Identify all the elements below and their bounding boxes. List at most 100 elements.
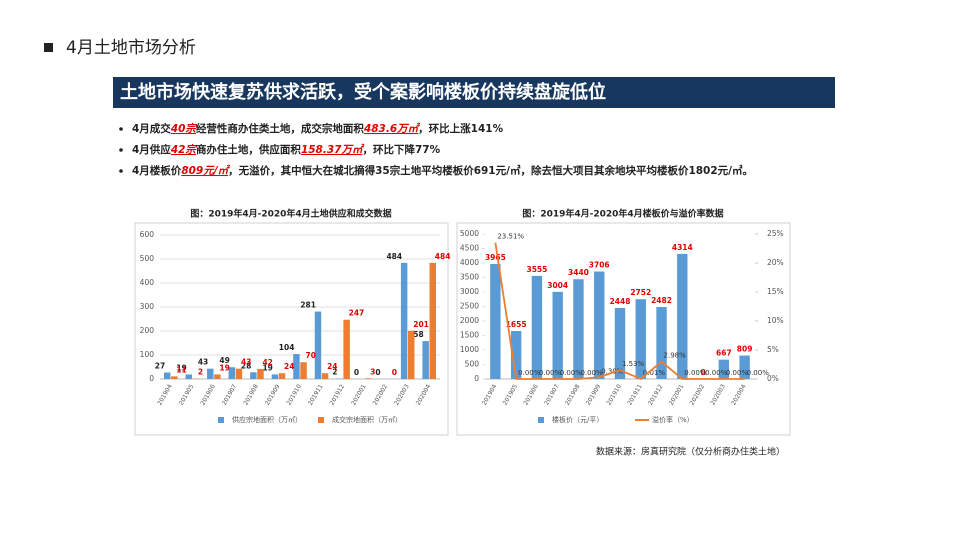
data-label: 2482 [651, 296, 672, 305]
x-tick-label: 201912 [329, 383, 347, 406]
y2-tick-label: 20% [767, 258, 784, 267]
bar [677, 253, 688, 379]
bar [364, 378, 372, 379]
data-label: 0 [354, 368, 359, 377]
data-label: 3706 [589, 261, 610, 270]
bar [278, 373, 286, 379]
bullet-segment: ，环比下降77% [362, 143, 440, 156]
legend-label: 供应宗地面积（万㎡） [232, 415, 302, 424]
bullet-segment: ，环比上涨141% [418, 122, 503, 135]
bar [171, 376, 178, 379]
y-tick-label: 3000 [460, 287, 479, 296]
data-label: 667 [716, 349, 732, 358]
data-label: 19 [262, 363, 272, 372]
y-tick-label: 300 [140, 302, 155, 311]
bar [163, 372, 171, 379]
bar [408, 330, 415, 379]
data-label: 2.98% [664, 352, 687, 360]
bar [300, 362, 307, 379]
y-tick-label: 100 [140, 350, 155, 359]
bar [343, 319, 350, 379]
x-tick-label: 202004 [415, 383, 433, 406]
x-tick-label: 201906 [199, 383, 217, 406]
y-tick-label: 0 [474, 374, 479, 383]
data-label: 42 [262, 358, 272, 367]
data-label: 0.30% [601, 367, 624, 375]
bullet-segment: 483.6万㎡ [363, 122, 421, 135]
data-label: 201 [413, 320, 429, 329]
x-tick-label: 201910 [286, 383, 304, 406]
y-tick-label: 1500 [460, 331, 479, 340]
bar [422, 341, 429, 379]
data-label: 3004 [547, 281, 568, 290]
data-label: 19 [176, 363, 186, 372]
chart-title: 图：2019年4月-2020年4月土地供应和成交数据 [190, 208, 391, 220]
bullet-dot [119, 169, 123, 173]
y-tick-label: 2500 [460, 302, 479, 311]
bullet-segment: 809元/㎡ [181, 164, 230, 177]
bar [257, 368, 264, 379]
line [494, 242, 745, 380]
data-label: 11 [176, 365, 186, 374]
data-label: 3440 [568, 268, 589, 277]
x-tick-label: 201904 [481, 383, 499, 406]
bullet-text: 4月成交40宗经营性商办住类土地，成交宗地面积483.6万㎡，环比上涨141% [132, 122, 504, 135]
bullet-segment: 158.37万㎡ [301, 143, 365, 156]
x-tick-label: 201909 [585, 383, 603, 406]
bar [635, 299, 646, 379]
bar [552, 291, 563, 379]
data-label: 0 [392, 368, 397, 377]
bullet-segment: 商办住土地，供应面积 [196, 143, 301, 156]
bar [429, 262, 437, 379]
bullet-text: 4月楼板价809元/㎡，无溢价，其中恒大在城北摘得35宗土地平均楼板价691元/… [132, 164, 753, 177]
data-label: 28 [241, 361, 251, 370]
data-label: 1.53% [622, 360, 645, 368]
bar [321, 373, 329, 379]
data-label: 1655 [506, 320, 527, 329]
y-tick-label: 4000 [460, 258, 479, 267]
legend-swatch [218, 417, 224, 423]
title-icon [44, 43, 53, 52]
y-tick-label: 500 [465, 360, 480, 369]
bullet-dot [119, 127, 123, 131]
x-tick-label: 201910 [606, 383, 624, 406]
data-label: 2 [332, 368, 337, 377]
bar [510, 331, 522, 379]
bar [573, 279, 584, 379]
bullet-text: 4月供应42宗商办住土地，供应面积158.37万㎡，环比下降77% [132, 143, 441, 156]
x-tick-label: 202002 [689, 383, 707, 406]
bar [400, 262, 408, 379]
y-tick-label: 0 [149, 374, 154, 383]
legend-label: 溢价率（%） [652, 415, 694, 424]
bullet-segment: 4月供应 [132, 143, 171, 156]
data-label: 0.00% [705, 369, 728, 377]
data-label: 23.51% [497, 233, 524, 241]
x-tick-label: 202001 [350, 383, 368, 406]
data-label: 49 [219, 356, 229, 365]
y2-tick-label: 5% [767, 345, 779, 354]
x-tick-label: 202003 [709, 383, 727, 406]
y-tick-label: 500 [140, 254, 155, 263]
bullet-dot [119, 148, 123, 152]
bar [228, 367, 236, 379]
data-label: 484 [386, 252, 402, 261]
bar [293, 354, 300, 379]
data-label: 158 [408, 330, 424, 339]
x-tick-label: 202003 [393, 383, 411, 406]
data-label: 43 [241, 358, 251, 367]
data-label: 0.00% [726, 369, 749, 377]
x-tick-label: 201911 [626, 383, 644, 406]
y-tick-label: 1000 [460, 345, 479, 354]
data-label: 484 [435, 252, 451, 261]
banner-title: 土地市场快速复苏供求活跃，受个案影响楼板价持续盘旋低位 [120, 81, 606, 103]
x-tick-label: 202002 [372, 383, 390, 406]
x-tick-label: 201908 [564, 383, 582, 406]
bar [235, 368, 243, 379]
data-label: 809 [737, 345, 753, 354]
data-label: 19 [219, 363, 229, 372]
x-tick-label: 202001 [668, 383, 686, 406]
bar [271, 374, 279, 379]
x-tick-label: 201904 [156, 383, 174, 406]
data-label: 24 [284, 362, 294, 371]
